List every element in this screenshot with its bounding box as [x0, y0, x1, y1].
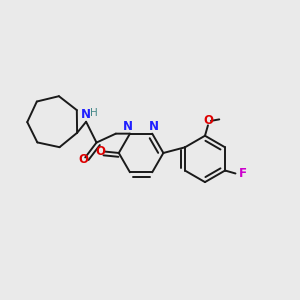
Text: H: H [90, 108, 98, 118]
Text: N: N [148, 120, 158, 133]
Text: F: F [239, 167, 247, 180]
Text: O: O [203, 114, 213, 128]
Text: O: O [95, 145, 105, 158]
Text: O: O [78, 153, 88, 166]
Text: N: N [123, 120, 133, 133]
Text: N: N [81, 108, 91, 121]
